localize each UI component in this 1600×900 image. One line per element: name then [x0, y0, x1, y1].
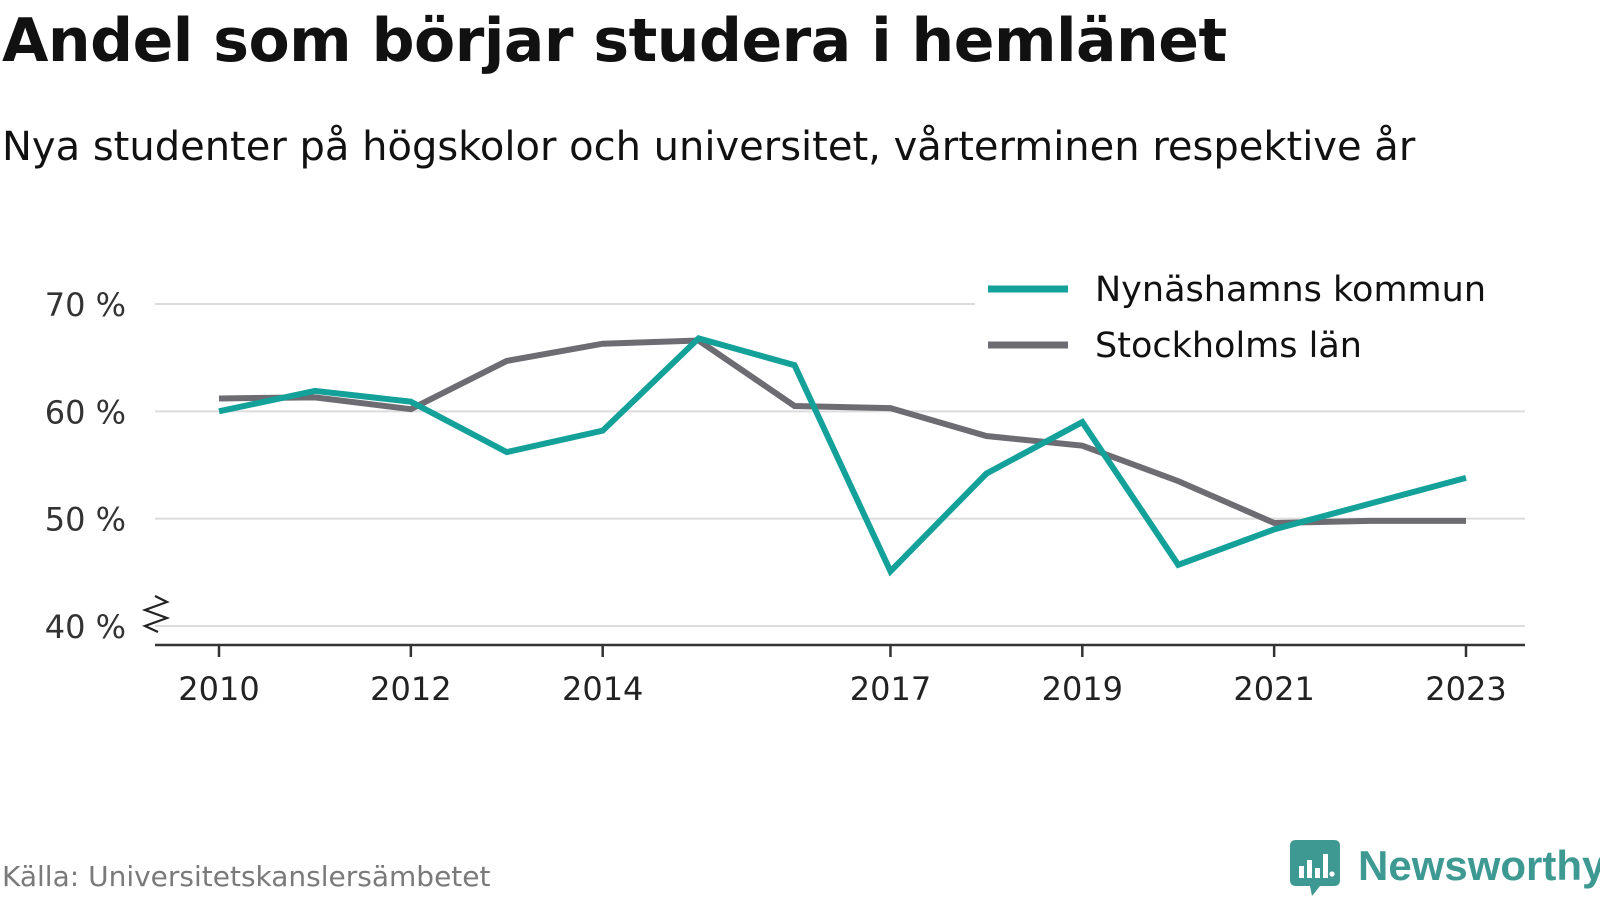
series-lines	[218, 334, 1467, 577]
y-tick-label: 70 %	[45, 286, 126, 324]
chart-title: Andel som börjar studera i hemlänet	[2, 6, 1227, 76]
source-note: Källa: Universitetskanslersämbetet	[2, 860, 491, 893]
series-line-stockholm	[218, 337, 1466, 526]
legend: Nynäshamns kommun Stockholms län	[975, 262, 1530, 374]
x-tick-label: 2021	[1233, 670, 1314, 708]
legend-background	[975, 262, 1530, 374]
brand-name: Newsworthy	[1358, 842, 1600, 889]
x-tick-label: 2012	[370, 670, 451, 708]
legend-label: Stockholms län	[1095, 326, 1362, 366]
y-tick-label: 40 %	[45, 608, 126, 646]
x-tick-label: 2019	[1042, 670, 1123, 708]
x-tick-label: 2010	[178, 670, 259, 708]
x-tick-label: 2017	[850, 670, 931, 708]
legend-label: Nynäshamns kommun	[1095, 270, 1486, 310]
brand-logo: Newsworthy	[1290, 840, 1600, 896]
axes: 70 % 60 % 50 % 40 % 2010 2012 2014 2017 2019 2021…	[45, 286, 1525, 708]
y-tick-label: 50 %	[45, 501, 126, 539]
axis-break-icon	[141, 595, 171, 633]
newsworthy-logo-icon	[1290, 840, 1340, 896]
series-line-nynashamn	[218, 334, 1467, 577]
x-tick-label: 2014	[562, 670, 643, 708]
y-tick-label: 60 %	[45, 393, 126, 431]
chart-subtitle: Nya studenter på högskolor och universit…	[2, 124, 1416, 170]
x-tick-label: 2023	[1425, 670, 1506, 708]
